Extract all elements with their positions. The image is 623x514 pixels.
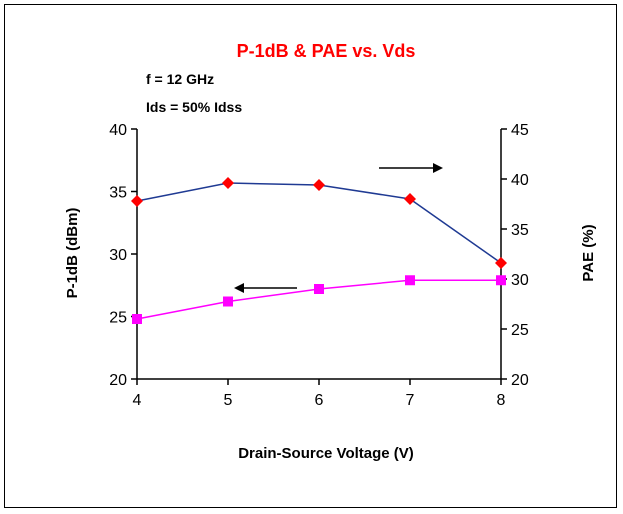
- y-right-tick-label: 45: [511, 122, 529, 139]
- series-1-point: [495, 257, 507, 269]
- x-tick-label: 6: [315, 392, 324, 409]
- series-2-point: [314, 284, 324, 294]
- y-right-tick-label: 30: [511, 272, 529, 289]
- annotation-frequency: f = 12 GHz: [146, 71, 214, 87]
- x-tick-label: 8: [497, 392, 506, 409]
- series-1-point: [222, 177, 234, 189]
- x-tick-label: 5: [224, 392, 233, 409]
- y-right-tick-label: 35: [511, 222, 529, 239]
- y-right-tick-label: 40: [511, 172, 529, 189]
- y-left-tick-label: 20: [109, 372, 127, 389]
- x-tick-label: 7: [406, 392, 415, 409]
- chart-frame: P-1dB & PAE vs. Vds f = 12 GHz Ids = 50%…: [4, 4, 617, 508]
- y-left-tick-label: 35: [109, 185, 127, 202]
- x-axis-label: Drain-Source Voltage (V): [238, 445, 414, 462]
- series-1-point: [131, 195, 143, 207]
- arrow-right-head: [433, 163, 443, 173]
- annotation-bias: Ids = 50% Idss: [146, 99, 242, 115]
- y-right-tick-label: 20: [511, 372, 529, 389]
- series-2-point: [132, 314, 142, 324]
- series-1-point: [313, 179, 325, 191]
- y-right-tick-label: 25: [511, 322, 529, 339]
- chart-svg: P-1dB & PAE vs. Vds f = 12 GHz Ids = 50%…: [64, 41, 597, 462]
- series-2-point: [405, 275, 415, 286]
- series-1-line: [136, 182, 502, 264]
- x-tick-label: 4: [133, 392, 142, 409]
- y-axis-right-label: PAE (%): [580, 224, 597, 281]
- series-2-point: [496, 275, 506, 286]
- y-left-tick-label: 25: [109, 310, 127, 327]
- y-left-tick-label: 40: [109, 122, 127, 139]
- arrow-left-head: [234, 283, 244, 293]
- arrow-left-indicator: [234, 283, 297, 293]
- y-axis-left-label: P-1dB (dBm): [64, 208, 81, 299]
- arrow-right-indicator: [379, 163, 443, 173]
- series-2-point: [223, 296, 233, 307]
- series-1-point: [404, 193, 416, 205]
- chart-title: P-1dB & PAE vs. Vds: [237, 41, 416, 61]
- y-left-tick-label: 30: [109, 247, 127, 264]
- series-layer: [131, 163, 507, 324]
